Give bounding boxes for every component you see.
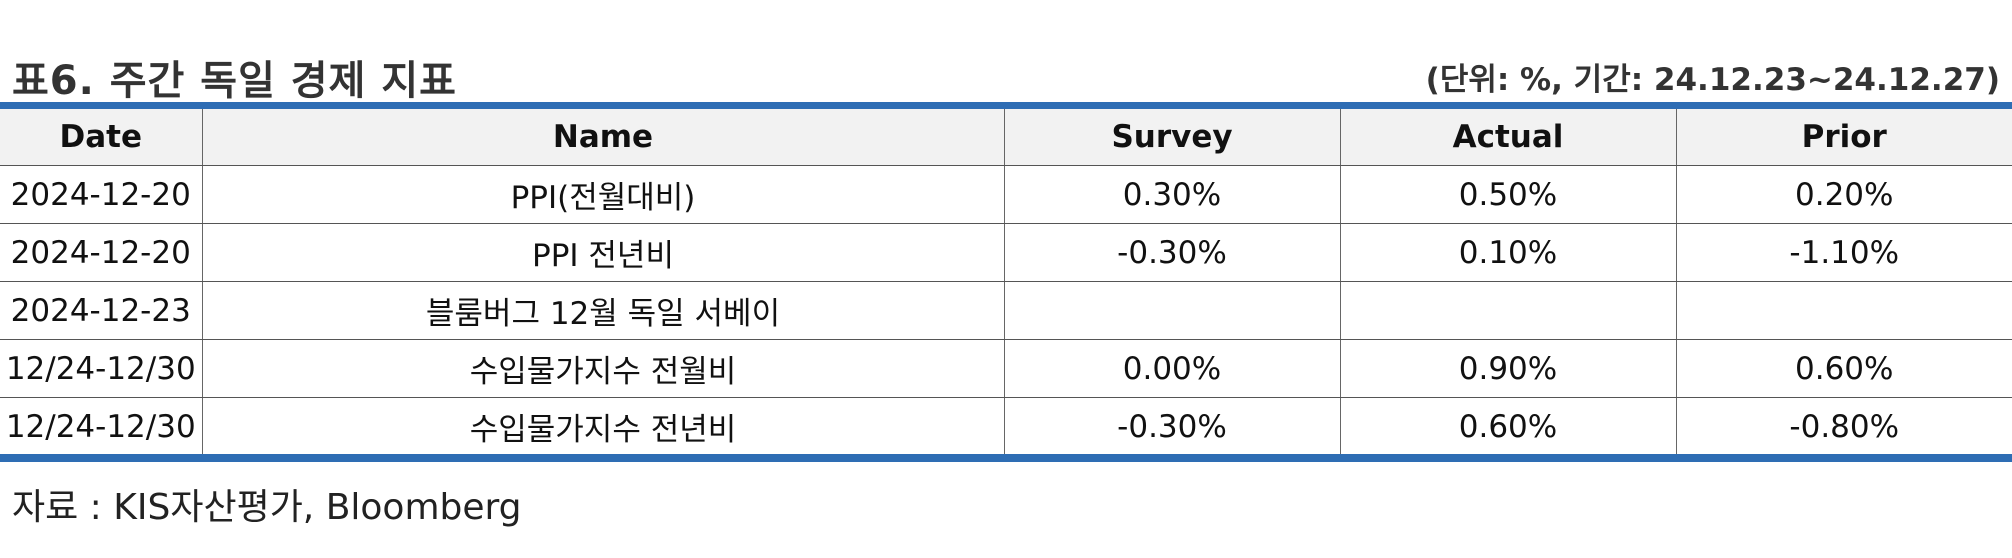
table-bottom-rule (0, 454, 2012, 462)
cell-name: 블룸버그 12월 독일 서베이 (201, 281, 1005, 340)
cell-name: PPI(전월대비) (201, 165, 1005, 224)
cell-date: 12/24-12/30 (0, 339, 203, 398)
cell-survey: 0.00% (1003, 339, 1341, 398)
cell-prior (1675, 281, 2012, 340)
cell-prior: 0.60% (1675, 339, 2012, 398)
page-title: 표6. 주간 독일 경제 지표 (12, 58, 457, 104)
table-row: 12/24-12/30 수입물가지수 전월비 0.00% 0.90% 0.60% (0, 339, 2012, 398)
cell-actual: 0.50% (1339, 165, 1677, 224)
table-row: 2024-12-23 블룸버그 12월 독일 서베이 (0, 281, 2012, 340)
cell-prior: -1.10% (1675, 223, 2012, 282)
title-row: 표6. 주간 독일 경제 지표 (단위: %, 기간: 24.12.23~24.… (0, 48, 2012, 104)
economic-indicators-table: Date Name Survey Actual Prior 2024-12-20… (0, 109, 2012, 455)
table-row: 2024-12-20 PPI(전월대비) 0.30% 0.50% 0.20% (0, 165, 2012, 224)
source-note: 자료 : KIS자산평가, Bloomberg (12, 487, 522, 528)
cell-actual: 0.90% (1339, 339, 1677, 398)
cell-actual (1339, 281, 1677, 340)
column-header-survey: Survey (1003, 109, 1341, 166)
cell-survey (1003, 281, 1341, 340)
cell-actual: 0.10% (1339, 223, 1677, 282)
cell-prior: -0.80% (1675, 397, 2012, 455)
cell-survey: 0.30% (1003, 165, 1341, 224)
cell-date: 12/24-12/30 (0, 397, 203, 455)
cell-prior: 0.20% (1675, 165, 2012, 224)
cell-survey: -0.30% (1003, 397, 1341, 455)
cell-survey: -0.30% (1003, 223, 1341, 282)
column-header-actual: Actual (1339, 109, 1677, 166)
cell-date: 2024-12-20 (0, 165, 203, 224)
table-row: 12/24-12/30 수입물가지수 전년비 -0.30% 0.60% -0.8… (0, 397, 2012, 455)
unit-period-note: (단위: %, 기간: 24.12.23~24.12.27) (1425, 62, 2000, 98)
cell-name: 수입물가지수 전년비 (201, 397, 1005, 455)
column-header-date: Date (0, 109, 203, 166)
column-header-prior: Prior (1675, 109, 2012, 166)
cell-actual: 0.60% (1339, 397, 1677, 455)
column-header-name: Name (201, 109, 1005, 166)
cell-name: PPI 전년비 (201, 223, 1005, 282)
table-header-row: Date Name Survey Actual Prior (0, 109, 2012, 166)
cell-name: 수입물가지수 전월비 (201, 339, 1005, 398)
cell-date: 2024-12-20 (0, 223, 203, 282)
cell-date: 2024-12-23 (0, 281, 203, 340)
table-top-rule (0, 102, 2012, 109)
table-row: 2024-12-20 PPI 전년비 -0.30% 0.10% -1.10% (0, 223, 2012, 282)
